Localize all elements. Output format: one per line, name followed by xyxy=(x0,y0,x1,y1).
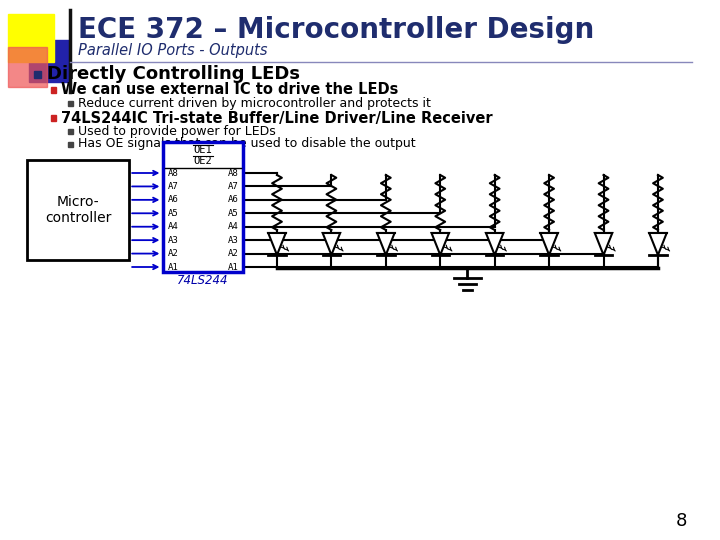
Bar xyxy=(34,71,41,78)
Bar xyxy=(50,115,56,121)
Polygon shape xyxy=(541,233,558,255)
Text: Reduce current driven by microcontroller and protects it: Reduce current driven by microcontroller… xyxy=(78,97,431,110)
Bar xyxy=(27,160,130,260)
Text: Directly Controlling LEDs: Directly Controlling LEDs xyxy=(47,65,300,83)
Bar xyxy=(68,101,73,106)
Text: A6: A6 xyxy=(168,195,179,204)
Bar xyxy=(68,129,73,134)
Text: Used to provide power for LEDs: Used to provide power for LEDs xyxy=(78,125,276,138)
Text: A1: A1 xyxy=(168,262,179,272)
Text: A1: A1 xyxy=(228,262,238,272)
Text: OE1: OE1 xyxy=(194,145,212,155)
Polygon shape xyxy=(269,233,286,255)
Bar xyxy=(163,142,243,272)
Text: 74LS244IC Tri-state Buffer/Line Driver/Line Receiver: 74LS244IC Tri-state Buffer/Line Driver/L… xyxy=(61,111,493,125)
Text: A4: A4 xyxy=(228,222,238,231)
Bar xyxy=(29,40,70,82)
Text: 74LS244: 74LS244 xyxy=(177,274,229,287)
Text: A4: A4 xyxy=(168,222,179,231)
Text: Parallel IO Ports - Outputs: Parallel IO Ports - Outputs xyxy=(78,43,267,57)
Polygon shape xyxy=(595,233,612,255)
Text: A7: A7 xyxy=(168,182,179,191)
Polygon shape xyxy=(649,233,667,255)
Text: A2: A2 xyxy=(168,249,179,258)
Text: We can use external IC to drive the LEDs: We can use external IC to drive the LEDs xyxy=(61,83,399,98)
Text: A6: A6 xyxy=(228,195,238,204)
Polygon shape xyxy=(323,233,340,255)
Text: A5: A5 xyxy=(168,209,179,218)
Text: Has OE signals that can be used to disable the output: Has OE signals that can be used to disab… xyxy=(78,138,415,151)
Bar xyxy=(50,87,56,93)
Text: A8: A8 xyxy=(168,168,179,178)
Text: A5: A5 xyxy=(228,209,238,218)
Text: 8: 8 xyxy=(676,512,687,530)
Text: A7: A7 xyxy=(228,182,238,191)
Polygon shape xyxy=(486,233,503,255)
Text: Micro-
controller: Micro- controller xyxy=(45,195,112,225)
Text: A2: A2 xyxy=(228,249,238,258)
Text: A3: A3 xyxy=(168,235,179,245)
Bar xyxy=(8,47,47,87)
Text: ECE 372 – Microcontroller Design: ECE 372 – Microcontroller Design xyxy=(78,16,594,44)
Polygon shape xyxy=(431,233,449,255)
Text: OE2: OE2 xyxy=(194,156,212,166)
Polygon shape xyxy=(377,233,395,255)
Text: A3: A3 xyxy=(228,235,238,245)
Text: A8: A8 xyxy=(228,168,238,178)
Bar xyxy=(8,14,55,62)
Bar xyxy=(68,142,73,147)
